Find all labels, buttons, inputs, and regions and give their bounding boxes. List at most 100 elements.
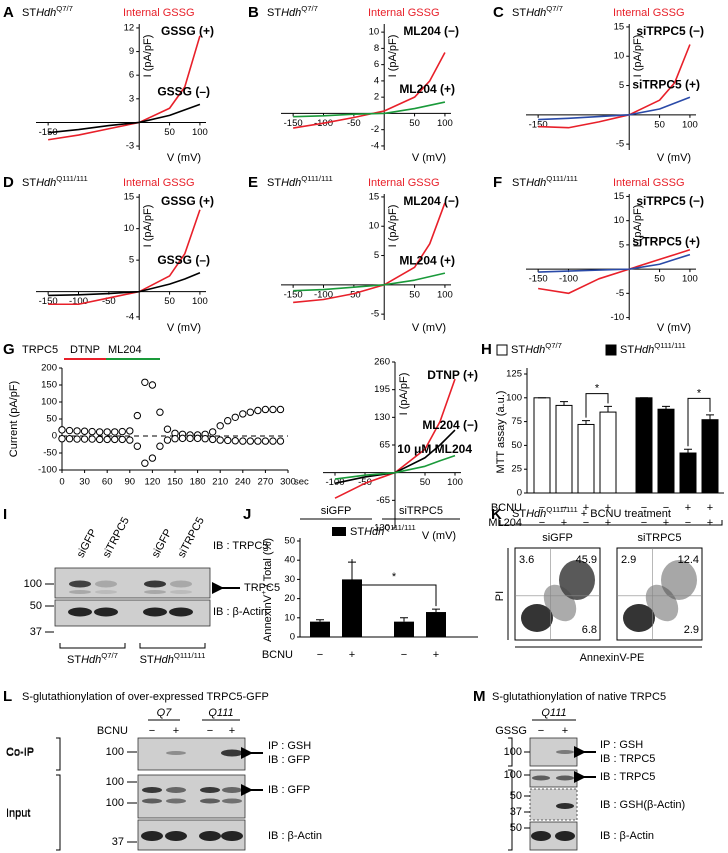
y-axis-label: I (pA/pF) bbox=[387, 35, 399, 78]
legend-label-pre: ST bbox=[620, 344, 634, 356]
bar bbox=[679, 452, 697, 494]
legend-label: STHdhQ111/111 bbox=[620, 341, 686, 356]
title-bracket bbox=[499, 520, 723, 526]
row-sign: + bbox=[605, 517, 611, 529]
y-tick-label: 50 bbox=[284, 536, 295, 547]
y-tick-label: -65 bbox=[376, 495, 390, 506]
x-axis-label: AnnexinV-PE bbox=[580, 652, 645, 664]
data-point bbox=[103, 428, 111, 436]
trace bbox=[293, 101, 446, 118]
significance-bracket bbox=[687, 397, 711, 447]
series-label: siTRPC5 (+) bbox=[632, 235, 700, 249]
x-axis-label: V (mV) bbox=[167, 322, 201, 334]
cell-line-gene: Hdh bbox=[36, 177, 56, 189]
y-tick-label: -5 bbox=[616, 139, 624, 150]
y-tick-label: -3 bbox=[126, 141, 134, 152]
y-tick-label: 10 bbox=[369, 27, 380, 38]
panel-letter: H bbox=[481, 341, 492, 358]
legend-swatch bbox=[496, 344, 508, 356]
row-sign: − bbox=[561, 502, 567, 514]
data-point bbox=[216, 436, 224, 444]
data-point bbox=[65, 426, 74, 435]
data-point bbox=[80, 427, 89, 435]
condition: Internal GSSG bbox=[123, 7, 195, 19]
y-tick-label: 5 bbox=[619, 239, 624, 250]
mw-label: 100 bbox=[504, 769, 522, 781]
condition: Internal GSSG bbox=[613, 7, 685, 19]
significance-mark: * bbox=[595, 383, 600, 395]
ib-label: IB : TRPC5 bbox=[600, 771, 655, 783]
row-sign: + bbox=[605, 502, 611, 514]
section-label: Co-IP bbox=[6, 747, 34, 759]
row-sign: − bbox=[401, 649, 407, 661]
y-tick-label: 15 bbox=[124, 192, 135, 203]
x-tick-label: 100 bbox=[437, 118, 453, 129]
data-point bbox=[224, 417, 232, 425]
row-label: BCNU bbox=[262, 649, 293, 661]
y-tick-label: 30 bbox=[284, 574, 295, 585]
series-label: GSSG (–) bbox=[157, 84, 210, 98]
title: TRPC5 bbox=[22, 344, 58, 356]
bar bbox=[533, 397, 551, 494]
x-tick-label: -150 bbox=[284, 289, 303, 300]
lane-label: siGFP bbox=[150, 527, 175, 560]
legend-label-gene: Hdh bbox=[634, 344, 654, 356]
group-label-pre: ST bbox=[67, 654, 81, 666]
ib-label: IB : β-Actin bbox=[213, 606, 267, 618]
cell-line: STHdhQ7/7 bbox=[512, 4, 563, 19]
section-bracket bbox=[56, 737, 61, 771]
legend-label-sup: Q111/111 bbox=[384, 523, 415, 532]
mw-label: 37 bbox=[30, 626, 42, 638]
group-label: Q7 bbox=[157, 707, 173, 719]
title: S-glutathionylation of native TRPC5 bbox=[492, 691, 666, 703]
panel-letter: J bbox=[243, 506, 251, 523]
cell-line-pre: ST bbox=[512, 177, 526, 189]
band bbox=[144, 580, 166, 588]
x-axis-label: V (mV) bbox=[422, 530, 456, 542]
y-axis-label: Current (pA/pF) bbox=[8, 381, 20, 457]
y-axis-label: I (pA/pF) bbox=[387, 205, 399, 248]
cell-line-gene: Hdh bbox=[281, 7, 301, 19]
row-sign: − bbox=[539, 502, 545, 514]
significance-mark: * bbox=[392, 571, 397, 583]
x-axis-label: V (mV) bbox=[412, 152, 446, 164]
error-bar bbox=[582, 420, 590, 425]
blot bbox=[137, 774, 246, 819]
y-tick-label: 15 bbox=[614, 21, 625, 32]
row-sign: + bbox=[663, 517, 669, 529]
y-tick-label: 5 bbox=[129, 255, 134, 266]
x-tick-label: 60 bbox=[102, 477, 113, 488]
group-label: Q111 bbox=[541, 707, 566, 719]
x-tick-label: 50 bbox=[409, 118, 420, 129]
band bbox=[555, 831, 575, 841]
band bbox=[69, 590, 91, 594]
y-tick-label: -5 bbox=[371, 309, 379, 320]
band bbox=[166, 798, 186, 804]
y-tick-label: 50 bbox=[46, 414, 57, 425]
x-tick-label: 50 bbox=[164, 296, 175, 307]
band bbox=[556, 750, 574, 754]
y-tick-label: 100 bbox=[41, 397, 57, 408]
series-label: ML204 (−) bbox=[422, 418, 478, 432]
data-point bbox=[148, 454, 157, 462]
data-point bbox=[126, 427, 134, 435]
band bbox=[221, 831, 243, 841]
trace bbox=[48, 272, 201, 297]
cell-line-pre: ST bbox=[512, 7, 526, 19]
cell-line: STHdhQ111/111 bbox=[512, 174, 578, 189]
cell-line-pre: ST bbox=[267, 177, 281, 189]
y-axis-label: I (pA/pF) bbox=[142, 205, 154, 248]
cell-line: STHdhQ7/7 bbox=[22, 4, 73, 19]
x-unit: sec bbox=[294, 477, 309, 488]
series-label: GSSG (+) bbox=[161, 24, 214, 38]
row-label: BCNU bbox=[491, 502, 522, 514]
group-bracket bbox=[59, 643, 126, 649]
data-point bbox=[193, 434, 202, 443]
legend-label-gene: Hdh bbox=[364, 526, 384, 538]
treatment-label: BCNU bbox=[97, 725, 128, 737]
row-sign: + bbox=[561, 517, 567, 529]
group-label: STHdhQ7/7 bbox=[67, 651, 118, 666]
quadrant-value: 12.4 bbox=[678, 554, 699, 566]
mw-label: 50 bbox=[510, 790, 522, 802]
quadrant-value: 3.6 bbox=[519, 554, 534, 566]
